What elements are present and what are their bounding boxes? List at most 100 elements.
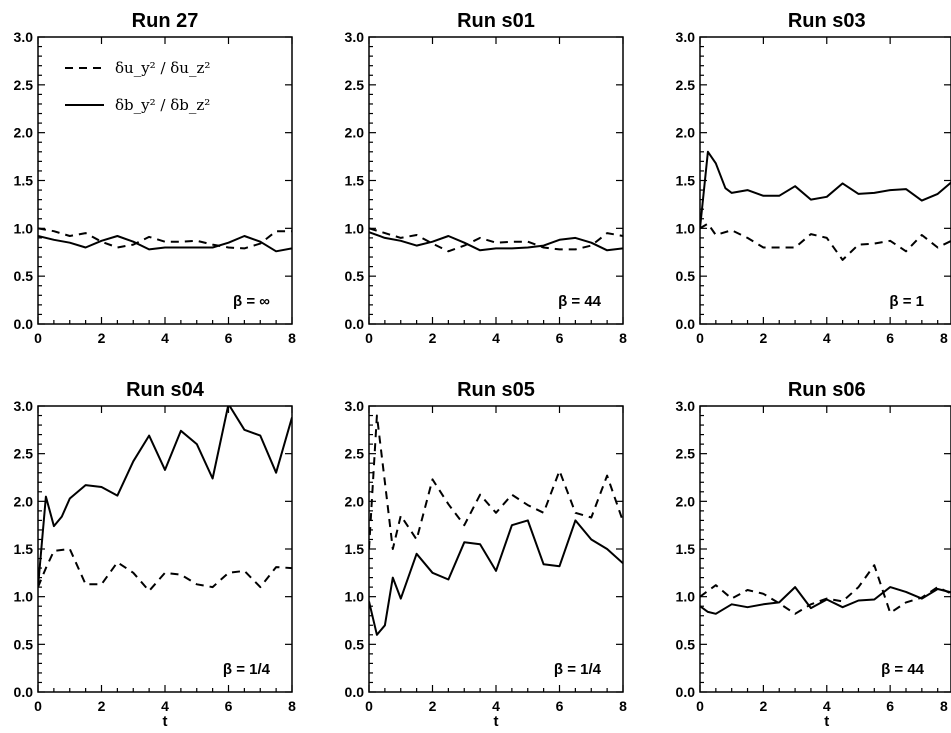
y-tick-label: 2.0 — [676, 493, 696, 509]
y-tick-label: 0.5 — [14, 636, 34, 652]
panel-title: Run 27 — [132, 10, 199, 32]
x-tick-label: 6 — [886, 698, 894, 714]
series-dashed-line — [38, 227, 292, 250]
y-tick-label: 1.0 — [345, 589, 365, 605]
x-tick-label: 0 — [696, 330, 704, 346]
x-tick-label: 0 — [696, 698, 704, 714]
beta-annotation: β = 1 — [889, 293, 924, 310]
beta-annotation: β = 44 — [881, 661, 925, 678]
x-tick-label: 8 — [940, 698, 948, 714]
beta-annotation: β = 1/4 — [554, 661, 602, 678]
panel-title: Run s05 — [457, 379, 535, 401]
y-tick-label: 0.5 — [345, 636, 365, 652]
y-tick-label: 1.5 — [14, 173, 34, 189]
y-tick-label: 2.5 — [676, 77, 696, 93]
x-tick-label: 0 — [34, 330, 42, 346]
x-tick-label: 8 — [288, 698, 296, 714]
y-tick-label: 3.0 — [14, 29, 34, 45]
x-tick-label: 4 — [161, 698, 169, 714]
y-tick-label: 3.0 — [676, 29, 696, 45]
y-tick-label: 0.0 — [676, 684, 696, 700]
y-tick-label: 1.5 — [676, 173, 696, 189]
x-tick-label: 4 — [823, 698, 831, 714]
x-tick-label: 4 — [492, 330, 500, 346]
panel-3: Run s03 0.0 0.5 1.0 1.5 2.0 2.5 3.0 0 2 4 6 8 β = 1 — [676, 10, 951, 346]
beta-annotation: β = ∞ — [233, 293, 270, 310]
x-tick-label: 6 — [556, 698, 564, 714]
y-tick-label: 2.5 — [14, 446, 34, 462]
y-tick-label: 2.0 — [14, 493, 34, 509]
x-tick-label: 2 — [759, 698, 767, 714]
x-tick-label: 8 — [940, 330, 948, 346]
y-tick-label: 2.5 — [345, 77, 365, 93]
y-tick-label: 1.5 — [676, 541, 696, 557]
y-tick-label: 1.0 — [676, 589, 696, 605]
series-dashed-line — [700, 222, 951, 261]
x-tick-label: 8 — [619, 698, 627, 714]
x-tick-label: 6 — [556, 330, 564, 346]
y-tick-label: 0.0 — [14, 684, 34, 700]
y-tick-label: 3.0 — [676, 398, 696, 414]
x-tick-label: 2 — [429, 698, 437, 714]
y-tick-label: 1.0 — [345, 220, 365, 236]
y-tick-label: 2.0 — [345, 493, 365, 509]
series-solid-line — [369, 231, 623, 252]
y-tick-label: 2.5 — [676, 446, 696, 462]
legend-label: δb_y² / δb_z² — [115, 96, 210, 114]
x-tick-label: 0 — [34, 698, 42, 714]
x-tick-label: 2 — [98, 330, 106, 346]
panel-title: Run s03 — [788, 10, 866, 32]
y-tick-label: 2.5 — [14, 77, 34, 93]
y-tick-label: 2.0 — [14, 125, 34, 141]
x-axis-label: t — [494, 713, 499, 730]
series-solid-line — [700, 150, 951, 229]
x-tick-label: 8 — [619, 330, 627, 346]
x-tick-label: 4 — [492, 698, 500, 714]
y-tick-label: 1.5 — [14, 541, 34, 557]
x-tick-label: 2 — [759, 330, 767, 346]
y-tick-label: 3.0 — [345, 398, 365, 414]
y-tick-label: 0.5 — [14, 268, 34, 284]
plot-frame — [37, 405, 293, 693]
series-solid-line — [38, 235, 292, 253]
series-dashed-line — [369, 227, 623, 253]
y-tick-label: 1.5 — [345, 173, 365, 189]
y-tick-label: 0.0 — [676, 316, 696, 332]
y-tick-label: 1.5 — [345, 541, 365, 557]
panel-4: Run s04 0.0 0.5 1.0 1.5 2.0 2.5 3.0 0 2 4 6 8 t β = 1/… — [14, 379, 297, 730]
y-tick-label: 0.5 — [676, 636, 696, 652]
plot-frame — [699, 405, 951, 693]
y-tick-label: 0.0 — [14, 316, 34, 332]
plot-frame — [368, 405, 624, 693]
panel-6: Run s06 0.0 0.5 1.0 1.5 2.0 2.5 3.0 0 2 4 6 8 t β = 44 — [676, 379, 951, 730]
plot-frame — [37, 36, 293, 325]
y-tick-label: 2.0 — [345, 125, 365, 141]
panel-1: Run 27 0.0 0.5 1.0 1.5 2.0 2.5 3.0 0 2 4 6 8 β = ∞ δu_… — [14, 10, 297, 346]
x-tick-label: 2 — [98, 698, 106, 714]
x-axis-label: t — [824, 713, 829, 730]
beta-annotation: β = 1/4 — [223, 661, 271, 678]
y-tick-label: 2.5 — [345, 446, 365, 462]
x-tick-label: 2 — [429, 330, 437, 346]
x-axis-label: t — [163, 713, 168, 730]
panel-title: Run s06 — [788, 379, 866, 401]
y-tick-label: 1.0 — [14, 220, 34, 236]
plot-frame — [699, 36, 951, 325]
x-tick-label: 4 — [161, 330, 169, 346]
series-solid-line — [369, 519, 623, 636]
y-tick-label: 2.0 — [676, 125, 696, 141]
x-tick-label: 0 — [365, 698, 373, 714]
legend: δu_y² / δu_z² δb_y² / δb_z² — [65, 59, 210, 114]
x-tick-label: 0 — [365, 330, 373, 346]
beta-annotation: β = 44 — [558, 293, 602, 310]
panel-title: Run s01 — [457, 10, 535, 32]
series-dashed-line — [369, 414, 623, 550]
y-tick-label: 3.0 — [345, 29, 365, 45]
panel-2: Run s01 0.0 0.5 1.0 1.5 2.0 2.5 3.0 0 2 4 6 8 β = 44 — [345, 10, 628, 346]
legend-label: δu_y² / δu_z² — [115, 59, 210, 77]
x-tick-label: 6 — [886, 330, 894, 346]
y-tick-label: 0.5 — [345, 268, 365, 284]
series-solid-line — [38, 406, 292, 588]
plot-frame — [368, 36, 624, 325]
